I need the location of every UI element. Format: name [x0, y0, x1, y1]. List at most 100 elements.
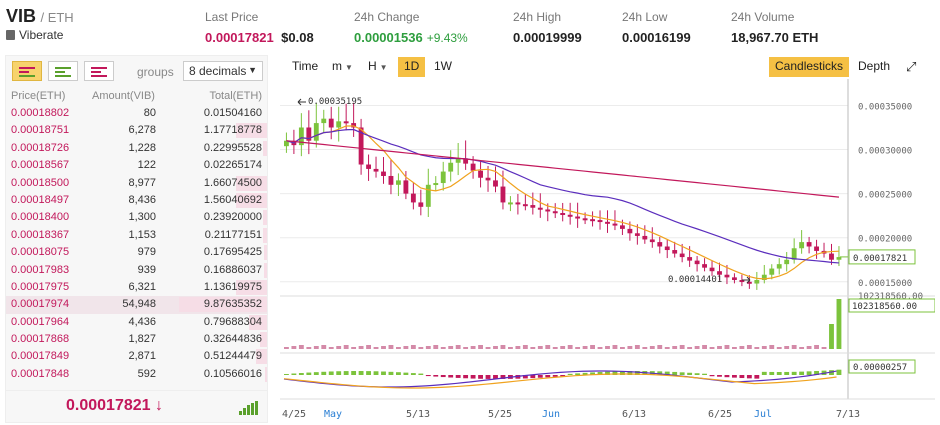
row-amount: 1,228	[128, 141, 156, 154]
info-icon[interactable]	[6, 30, 15, 40]
order-book-row[interactable]: 0.00017975 6,321 1.13619975	[6, 279, 267, 296]
caret-down-icon: ▼	[379, 63, 388, 72]
macd-histogram-bar	[679, 372, 685, 375]
candlestick-chart[interactable]: 0.00035000 0.00030000 0.00025000 0.00020000…	[280, 79, 935, 423]
row-amount: 1,153	[128, 228, 156, 241]
macd-histogram-bar	[620, 371, 625, 375]
candle-body	[388, 175, 394, 185]
order-book-row[interactable]: 0.00018567 122 0.02265174	[6, 157, 267, 174]
macd-histogram-bar	[754, 375, 760, 379]
depth-bar	[236, 279, 267, 295]
candle-body	[500, 186, 506, 203]
time-button[interactable]: Time	[292, 59, 319, 73]
macd-histogram-bar	[545, 375, 551, 378]
view-asks-button[interactable]	[84, 61, 114, 81]
volume-bar	[433, 345, 439, 349]
view-both-button[interactable]	[12, 61, 42, 81]
macd-histogram-bar	[373, 371, 379, 375]
macd-histogram-bar	[530, 375, 536, 379]
volume-bar	[739, 346, 745, 349]
depth-bar	[264, 262, 267, 278]
order-book-row[interactable]: 0.00017849 2,871 0.51244479	[6, 348, 267, 365]
macd-histogram-bar	[560, 375, 566, 377]
candle-body	[306, 127, 312, 141]
macd-histogram-bar	[381, 371, 386, 375]
col-amount-header: Amount(VIB)	[92, 90, 155, 102]
order-book-row[interactable]: 0.00018751 6,278 1.17718778	[6, 122, 267, 139]
volume-bar	[791, 345, 797, 349]
order-book-row[interactable]: 0.00018367 1,153 0.21177151	[6, 227, 267, 244]
macd-histogram-bar	[709, 375, 715, 377]
order-book-row[interactable]: 0.00017964 4,436 0.79688304	[6, 314, 267, 331]
volume-bar	[455, 345, 461, 349]
macd-histogram-bar	[590, 372, 595, 375]
candlesticks-button[interactable]: Candlesticks	[769, 57, 850, 77]
macd-histogram-bar	[724, 375, 730, 378]
row-amount: 54,948	[122, 298, 156, 311]
candle-body	[679, 253, 685, 258]
hour-select[interactable]: H ▼	[368, 59, 388, 73]
order-book-row[interactable]: 0.00018400 1,300 0.23920000	[6, 209, 267, 226]
interval-1w-button[interactable]: 1W	[434, 59, 452, 73]
candle-body	[463, 158, 469, 164]
volume-tag-text: 102318560.00	[852, 302, 917, 312]
volume-bar	[612, 345, 618, 349]
macd-histogram-bar	[418, 373, 424, 375]
last-trade-price: 0.00017821 ↓	[66, 397, 163, 414]
change-label: 24h Change	[354, 10, 420, 24]
volume-bar	[485, 347, 491, 349]
macd-histogram-bar	[388, 371, 394, 375]
candle-body	[732, 277, 737, 281]
macd-histogram-bar	[776, 371, 782, 375]
macd-tag	[848, 359, 916, 374]
volume-bar	[440, 347, 446, 349]
order-book-row[interactable]: 0.00017848 592 0.10566016	[6, 366, 267, 383]
macd-histogram-bar	[694, 373, 700, 375]
macd-histogram-bar	[702, 373, 707, 375]
order-book-row[interactable]: 0.00018802 80 0.01504160	[6, 105, 267, 122]
candle-body	[530, 205, 536, 208]
fullscreen-icon[interactable]: ⤢	[906, 59, 917, 74]
candle-body	[351, 123, 357, 128]
candle-body	[620, 225, 625, 229]
candle-body	[336, 121, 342, 128]
depth-bar	[259, 332, 267, 348]
arrow-left-icon	[297, 98, 306, 106]
row-amount: 2,871	[128, 350, 156, 363]
row-price: 0.00017964	[11, 315, 70, 328]
view-bids-button[interactable]	[48, 61, 78, 81]
volume-bar	[605, 346, 610, 349]
order-book-row[interactable]: 0.00017983 939 0.16886037	[6, 262, 267, 279]
order-book-row[interactable]: 0.00018075 979 0.17695425	[6, 244, 267, 261]
coin-name: Viberate	[6, 28, 63, 42]
minute-select[interactable]: m ▼	[332, 59, 353, 73]
volume-bar	[291, 346, 297, 349]
volume-bar	[306, 347, 312, 349]
order-book-row[interactable]: 0.00018500 8,977 1.66074500	[6, 175, 267, 192]
row-price: 0.00018726	[11, 141, 70, 154]
order-book-row[interactable]: 0.00018726 1,228 0.22995528	[6, 140, 267, 157]
order-book-row[interactable]: 0.00017868 1,827 0.32644836	[6, 331, 267, 348]
groups-select[interactable]: 8 decimals ▼	[183, 61, 263, 81]
interval-1d-button[interactable]: 1D	[398, 57, 426, 77]
candle-body	[470, 163, 476, 171]
volume-bar	[821, 347, 827, 349]
low-stat: 24h Low 0.00016199	[622, 10, 691, 47]
y-tick-label: 0.00025000	[858, 191, 912, 201]
candle-body	[634, 233, 640, 236]
candle-body	[403, 180, 409, 194]
volume-bar	[396, 347, 401, 349]
order-book-row[interactable]: 0.00018497 8,436 1.56040692	[6, 192, 267, 209]
ma-long-line	[286, 128, 840, 264]
order-book-row[interactable]: 0.00017974 54,948 9.87635352	[6, 296, 267, 314]
row-price: 0.00017849	[11, 350, 70, 363]
candle-body	[784, 259, 790, 265]
volume-bar	[381, 346, 386, 349]
volume-bar	[552, 347, 558, 349]
depth-button[interactable]: Depth	[858, 59, 891, 73]
row-amount: 4,436	[128, 315, 156, 328]
candle-body	[560, 213, 566, 216]
macd-histogram-bar	[732, 375, 737, 378]
macd-histogram-bar	[717, 375, 722, 377]
pair-info: VIB / ETH Viberate	[6, 6, 74, 42]
